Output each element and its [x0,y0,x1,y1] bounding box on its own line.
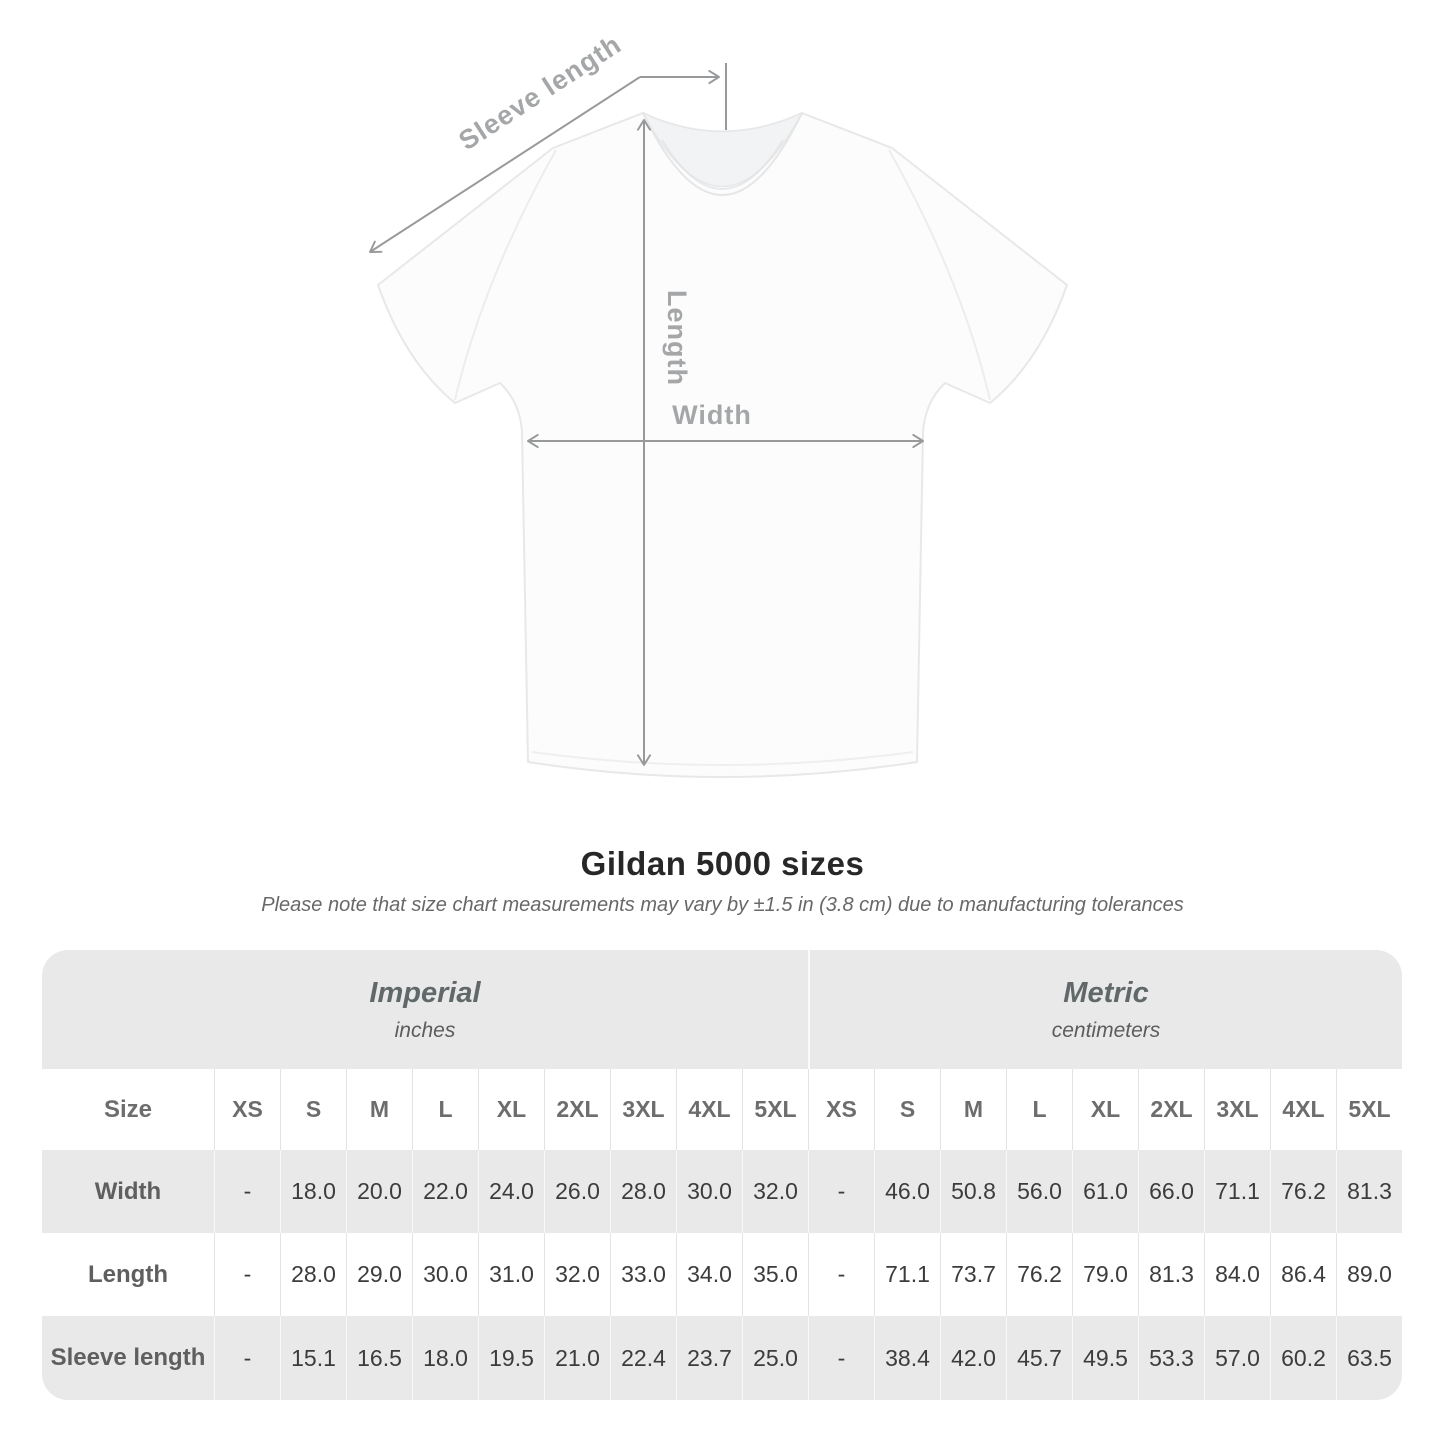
value-cell: 33.0 [610,1233,676,1316]
unit-sub: centimeters [1051,1018,1161,1042]
value-cell: 38.4 [874,1316,940,1400]
size-header-cell: XS [214,1069,280,1150]
value-cell: 15.1 [280,1316,346,1400]
value-cell: 63.5 [1336,1316,1402,1400]
length-label: Length [662,290,692,386]
value-cell: 60.2 [1270,1316,1336,1400]
value-cell: 81.3 [1336,1150,1402,1233]
size-header-cell: S [280,1069,346,1150]
value-cell: 26.0 [544,1150,610,1233]
size-header-cell: 2XL [1138,1069,1204,1150]
row-label: Width [42,1150,214,1233]
value-cell: 19.5 [478,1316,544,1400]
value-cell: 46.0 [874,1150,940,1233]
value-cell: 30.0 [412,1233,478,1316]
unit-header-imperial: Imperial inches [42,950,808,1069]
value-cell: 71.1 [874,1233,940,1316]
value-cell: 28.0 [280,1233,346,1316]
value-cell: 73.7 [940,1233,1006,1316]
size-header-cell: 3XL [1204,1069,1270,1150]
value-cell: 35.0 [742,1233,808,1316]
width-label: Width [672,400,752,430]
value-cell: 79.0 [1072,1233,1138,1316]
value-cell: 18.0 [412,1316,478,1400]
size-header-cell: M [346,1069,412,1150]
value-cell: 42.0 [940,1316,1006,1400]
size-header-cell: XL [478,1069,544,1150]
page-title: Gildan 5000 sizes [580,845,865,882]
collar-shadow [661,139,784,190]
value-cell: 30.0 [676,1150,742,1233]
value-cell: 50.8 [940,1150,1006,1233]
value-cell: - [214,1233,280,1316]
tshirt-silhouette [377,112,1068,778]
size-header-cell: S [874,1069,940,1150]
sleeve-length-arrow-diagonal [369,76,641,253]
value-cell: 23.7 [676,1316,742,1400]
value-cell: - [808,1233,874,1316]
value-cell: 24.0 [478,1150,544,1233]
value-cell: 89.0 [1336,1233,1402,1316]
size-header-cell: 4XL [1270,1069,1336,1150]
unit-header-metric: Metric centimeters [808,950,1402,1069]
left-sleeve-seam [454,149,557,401]
right-sleeve-seam [888,149,991,401]
size-header-cell: 2XL [544,1069,610,1150]
value-cell: - [214,1150,280,1233]
unit-name: Metric [1063,976,1149,1009]
value-cell: 57.0 [1204,1316,1270,1400]
value-cell: 28.0 [610,1150,676,1233]
value-cell: 22.4 [610,1316,676,1400]
size-header-cell: 3XL [610,1069,676,1150]
size-header-cell: 5XL [1336,1069,1402,1150]
value-cell: 49.5 [1072,1316,1138,1400]
value-cell: - [214,1316,280,1400]
size-col-header: Size [42,1069,214,1150]
value-cell: 56.0 [1006,1150,1072,1233]
size-header-cell: XS [808,1069,874,1150]
tolerance-note: Please note that size chart measurements… [261,894,1184,916]
value-cell: 22.0 [412,1150,478,1233]
value-cell: 25.0 [742,1316,808,1400]
value-cell: 66.0 [1138,1150,1204,1233]
size-header-cell: L [1006,1069,1072,1150]
collar-band [642,112,803,196]
value-cell: - [808,1150,874,1233]
size-header-cell: 5XL [742,1069,808,1150]
value-cell: 20.0 [346,1150,412,1233]
value-cell: 29.0 [346,1233,412,1316]
unit-name: Imperial [369,976,481,1009]
size-header-cell: L [412,1069,478,1150]
size-header-cell: 4XL [676,1069,742,1150]
value-cell: 31.0 [478,1233,544,1316]
size-header-cell: M [940,1069,1006,1150]
value-cell: 32.0 [742,1150,808,1233]
size-table: Imperial inches Metric centimeters Size XS S M L… [42,950,1402,1400]
value-cell: 76.2 [1006,1233,1072,1316]
value-cell: 53.3 [1138,1316,1204,1400]
value-cell: 86.4 [1270,1233,1336,1316]
row-label: Sleeve length [42,1316,214,1400]
value-cell: 32.0 [544,1233,610,1316]
value-cell: 21.0 [544,1316,610,1400]
value-cell: - [808,1316,874,1400]
unit-sub: inches [394,1018,456,1042]
value-cell: 16.5 [346,1316,412,1400]
value-cell: 71.1 [1204,1150,1270,1233]
value-cell: 18.0 [280,1150,346,1233]
row-label: Length [42,1233,214,1316]
size-header-cell: XL [1072,1069,1138,1150]
value-cell: 84.0 [1204,1233,1270,1316]
value-cell: 61.0 [1072,1150,1138,1233]
tshirt-figure: Sleeve length Length Width [369,29,1068,778]
tshirt-diagram: Sleeve length Length Width [369,29,1068,778]
hem-stitch [531,751,914,766]
value-cell: 45.7 [1006,1316,1072,1400]
value-cell: 34.0 [676,1233,742,1316]
value-cell: 76.2 [1270,1150,1336,1233]
value-cell: 81.3 [1138,1233,1204,1316]
